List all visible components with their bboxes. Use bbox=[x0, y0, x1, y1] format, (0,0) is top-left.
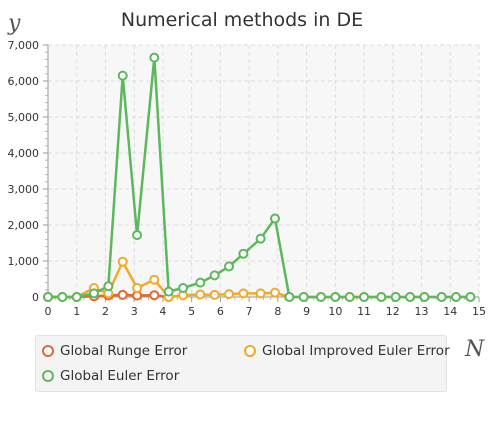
legend-item-improved-euler[interactable]: Global Improved Euler Error bbox=[244, 343, 450, 359]
data-point[interactable] bbox=[132, 283, 143, 293]
y-tick-label: 2,000 bbox=[8, 219, 40, 232]
plot-area bbox=[48, 45, 479, 297]
data-point[interactable] bbox=[315, 292, 326, 302]
x-tick-label: 9 bbox=[303, 305, 310, 318]
series-group bbox=[43, 52, 476, 302]
chart-title: Numerical methods in DE bbox=[121, 9, 363, 31]
y-tick-label: 7,000 bbox=[8, 39, 40, 52]
data-point[interactable] bbox=[117, 289, 128, 300]
data-point[interactable] bbox=[178, 283, 189, 293]
x-tick-label: 15 bbox=[472, 305, 486, 318]
grid bbox=[47, 44, 480, 298]
data-point[interactable] bbox=[238, 248, 249, 259]
y-tick-label: 3,000 bbox=[8, 183, 40, 196]
x-tick-label: 12 bbox=[386, 305, 400, 318]
x-tick-label: 8 bbox=[274, 305, 281, 318]
data-point[interactable] bbox=[269, 213, 280, 224]
data-point[interactable] bbox=[43, 292, 53, 302]
data-point[interactable] bbox=[376, 292, 387, 302]
x-tick-label: 4 bbox=[159, 305, 166, 318]
x-tick-label: 3 bbox=[131, 305, 138, 318]
y-tick-label: 6,000 bbox=[8, 75, 40, 88]
data-point[interactable] bbox=[359, 292, 370, 302]
data-point[interactable] bbox=[132, 230, 143, 241]
data-point[interactable] bbox=[298, 292, 309, 302]
data-point[interactable] bbox=[405, 292, 416, 302]
data-point[interactable] bbox=[255, 233, 266, 244]
data-point[interactable] bbox=[71, 292, 82, 302]
data-point[interactable] bbox=[117, 70, 128, 81]
data-point[interactable] bbox=[209, 270, 220, 281]
legend-item-euler[interactable]: Global Euler Error bbox=[42, 368, 179, 384]
y-tick-label: 4,000 bbox=[8, 147, 40, 160]
legend-label-improved-euler: Global Improved Euler Error bbox=[262, 343, 450, 359]
legend: Global Runge Error Global Improved Euler… bbox=[35, 335, 450, 392]
x-tick-label: 1 bbox=[73, 305, 80, 318]
data-point[interactable] bbox=[195, 277, 206, 288]
y-tick-label: 5,000 bbox=[8, 111, 40, 124]
data-point[interactable] bbox=[255, 288, 266, 299]
data-point[interactable] bbox=[269, 287, 280, 298]
y-axis-label: y bbox=[7, 11, 21, 36]
y-tick-label: 0 bbox=[32, 291, 39, 304]
data-point[interactable] bbox=[436, 292, 447, 302]
x-tick-label: 10 bbox=[328, 305, 342, 318]
data-point[interactable] bbox=[195, 289, 206, 300]
x-tick-label: 7 bbox=[246, 305, 253, 318]
x-tick-label: 11 bbox=[357, 305, 371, 318]
x-tick-label: 14 bbox=[443, 305, 457, 318]
data-point[interactable] bbox=[465, 292, 476, 302]
data-point[interactable] bbox=[163, 286, 174, 297]
data-point[interactable] bbox=[209, 289, 220, 300]
data-point[interactable] bbox=[57, 292, 68, 302]
data-point[interactable] bbox=[344, 292, 355, 302]
y-tick-label: 1,000 bbox=[8, 255, 40, 268]
x-tick-label: 0 bbox=[45, 305, 52, 318]
x-tick-label: 6 bbox=[217, 305, 224, 318]
legend-label-runge: Global Runge Error bbox=[60, 343, 188, 359]
x-tick-label: 5 bbox=[188, 305, 195, 318]
data-point[interactable] bbox=[419, 292, 430, 302]
legend-label-euler: Global Euler Error bbox=[60, 368, 180, 384]
data-point[interactable] bbox=[149, 52, 160, 63]
data-point[interactable] bbox=[238, 288, 249, 299]
data-point[interactable] bbox=[330, 292, 341, 302]
legend-swatch-improved-euler bbox=[244, 345, 256, 357]
data-point[interactable] bbox=[224, 289, 235, 300]
x-axis-label: N bbox=[464, 337, 485, 362]
series-2 bbox=[43, 52, 476, 302]
data-point[interactable] bbox=[88, 288, 99, 299]
data-point[interactable] bbox=[390, 292, 401, 302]
data-point[interactable] bbox=[149, 274, 160, 285]
data-point[interactable] bbox=[117, 256, 128, 267]
data-point[interactable] bbox=[451, 292, 462, 302]
legend-swatch-euler bbox=[42, 370, 54, 382]
legend-item-runge[interactable]: Global Runge Error bbox=[42, 343, 187, 359]
data-point[interactable] bbox=[149, 290, 160, 301]
x-tick-label: 2 bbox=[102, 305, 109, 318]
data-point[interactable] bbox=[103, 281, 114, 292]
x-tick-label: 13 bbox=[415, 305, 429, 318]
data-point[interactable] bbox=[224, 261, 235, 272]
legend-swatch-runge bbox=[42, 345, 54, 357]
data-point[interactable] bbox=[284, 292, 295, 302]
